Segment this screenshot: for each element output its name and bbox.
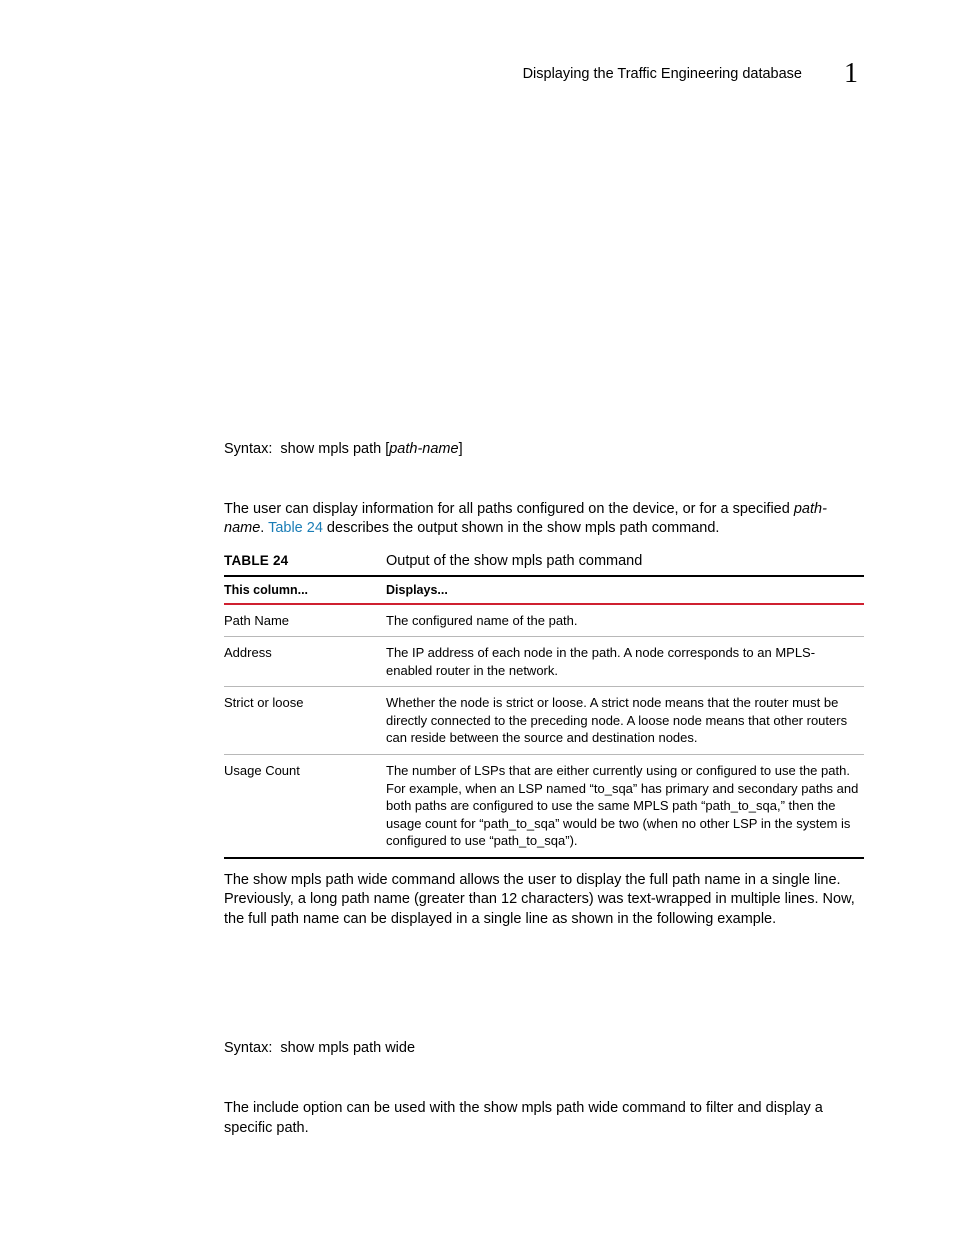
table-header-row: This column... Displays... xyxy=(224,576,864,604)
paragraph-3: The include option can be used with the … xyxy=(224,1099,864,1138)
table-24-link[interactable]: Table 24 xyxy=(268,520,323,536)
output-table: This column... Displays... Path Name The… xyxy=(224,575,864,859)
p1-text-c: describes the output shown in the show m… xyxy=(323,520,720,536)
page: Displaying the Traffic Engineering datab… xyxy=(0,0,954,1235)
chapter-number: 1 xyxy=(844,58,858,90)
syntax-label: Syntax: xyxy=(224,1040,272,1056)
table-row: Usage Count The number of LSPs that are … xyxy=(224,754,864,857)
p1-text-b: . xyxy=(260,520,268,536)
page-header: Displaying the Traffic Engineering datab… xyxy=(523,58,858,90)
syntax-command: show mpls path [ xyxy=(280,441,389,457)
table-row: Strict or loose Whether the node is stri… xyxy=(224,687,864,755)
table-cell-desc: The configured name of the path. xyxy=(386,604,864,637)
syntax-variable: path-name xyxy=(389,441,458,457)
table-row: Address The IP address of each node in t… xyxy=(224,637,864,687)
paragraph-1: The user can display information for all… xyxy=(224,500,864,539)
table-cell-name: Address xyxy=(224,637,386,687)
table-label: TABLE 24 xyxy=(224,553,386,568)
table-cell-desc: Whether the node is strict or loose. A s… xyxy=(386,687,864,755)
header-title: Displaying the Traffic Engineering datab… xyxy=(523,66,802,82)
table-row: Path Name The configured name of the pat… xyxy=(224,604,864,637)
syntax-label: Syntax: xyxy=(224,441,272,457)
table-cell-name: Path Name xyxy=(224,604,386,637)
table-header-col2: Displays... xyxy=(386,576,864,604)
table-cell-desc: The number of LSPs that are either curre… xyxy=(386,754,864,857)
content-area: Syntax: show mpls path [path-name] The u… xyxy=(224,440,864,1152)
table-header-col1: This column... xyxy=(224,576,386,604)
syntax-command: show mpls path wide xyxy=(280,1040,415,1056)
syntax-line-2: Syntax: show mpls path wide xyxy=(224,1039,864,1059)
table-cell-name: Strict or loose xyxy=(224,687,386,755)
paragraph-2: The show mpls path wide command allows t… xyxy=(224,871,864,930)
table-title: Output of the show mpls path command xyxy=(386,553,642,569)
table-cell-desc: The IP address of each node in the path.… xyxy=(386,637,864,687)
syntax-close: ] xyxy=(459,441,463,457)
table-caption: TABLE 24 Output of the show mpls path co… xyxy=(224,553,864,569)
p1-text-a: The user can display information for all… xyxy=(224,501,794,517)
table-cell-name: Usage Count xyxy=(224,754,386,857)
syntax-line-1: Syntax: show mpls path [path-name] xyxy=(224,440,864,460)
